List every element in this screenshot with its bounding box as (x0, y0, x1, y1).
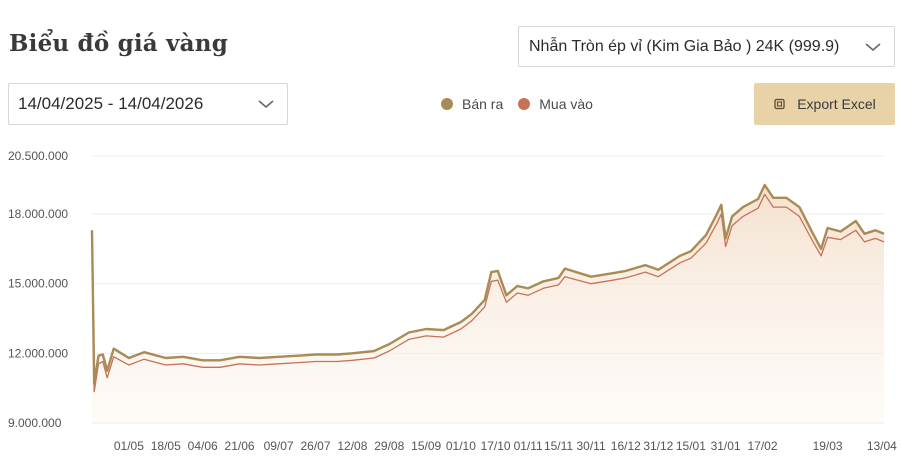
chevron-down-icon (258, 100, 274, 109)
y-tick-label: 20.500.000 (8, 149, 68, 163)
x-tick-label: 01/11 (514, 439, 543, 453)
legend-item-buy[interactable]: Mua vào (518, 96, 593, 112)
x-tick-label: 12/08 (337, 439, 367, 453)
legend-label-sell: Bán ra (462, 96, 504, 112)
x-tick-label: 19/03 (813, 439, 843, 453)
page-title: Biểu đồ giá vàng (9, 30, 228, 57)
x-tick-label: 31/01 (711, 439, 741, 453)
x-tick-label: 01/10 (446, 439, 476, 453)
legend-label-buy: Mua vào (539, 96, 593, 112)
x-tick-label: 17/02 (747, 439, 777, 453)
chart-legend: Bán ra Mua vào (441, 94, 608, 114)
export-excel-label: Export Excel (797, 96, 876, 112)
x-tick-label: 18/05 (151, 439, 181, 453)
x-tick-label: 04/06 (188, 439, 218, 453)
y-tick-label: 18.000.000 (8, 207, 68, 221)
x-tick-label: 16/12 (611, 439, 641, 453)
product-select[interactable]: Nhẫn Tròn ép vỉ (Kim Gia Bảo ) 24K (999.… (518, 26, 895, 67)
x-tick-label: 21/06 (225, 439, 255, 453)
product-select-value: Nhẫn Tròn ép vỉ (Kim Gia Bảo ) 24K (999.… (529, 37, 840, 55)
x-tick-label: 13/04 (867, 439, 897, 453)
x-tick-label: 15/11 (544, 439, 573, 453)
x-tick-label: 09/07 (264, 439, 294, 453)
y-tick-label: 9.000.000 (8, 416, 62, 430)
date-range-value: 14/04/2025 - 14/04/2026 (18, 94, 204, 113)
date-range-select[interactable]: 14/04/2025 - 14/04/2026 (8, 83, 288, 125)
x-tick-label: 26/07 (300, 439, 330, 453)
area-fill-sell (92, 185, 884, 423)
export-excel-button[interactable]: Export Excel (754, 83, 895, 125)
chevron-down-icon (865, 42, 881, 51)
series-line-sell (90, 183, 885, 385)
legend-dot-buy (518, 98, 531, 110)
x-tick-label: 30/11 (576, 439, 605, 453)
legend-dot-sell (441, 98, 453, 110)
x-tick-label: 15/09 (411, 439, 441, 453)
x-tick-label: 01/05 (114, 439, 144, 453)
legend-item-sell[interactable]: Bán ra (441, 96, 503, 112)
x-tick-label: 29/08 (374, 439, 404, 453)
file-export-icon (774, 98, 785, 110)
y-tick-label: 15.000.000 (8, 277, 68, 291)
y-tick-label: 12.000.000 (8, 346, 68, 360)
x-tick-label: 31/12 (643, 439, 673, 453)
x-tick-label: 15/01 (676, 439, 706, 453)
series-line-buy (91, 193, 885, 393)
x-tick-label: 17/10 (481, 439, 511, 453)
